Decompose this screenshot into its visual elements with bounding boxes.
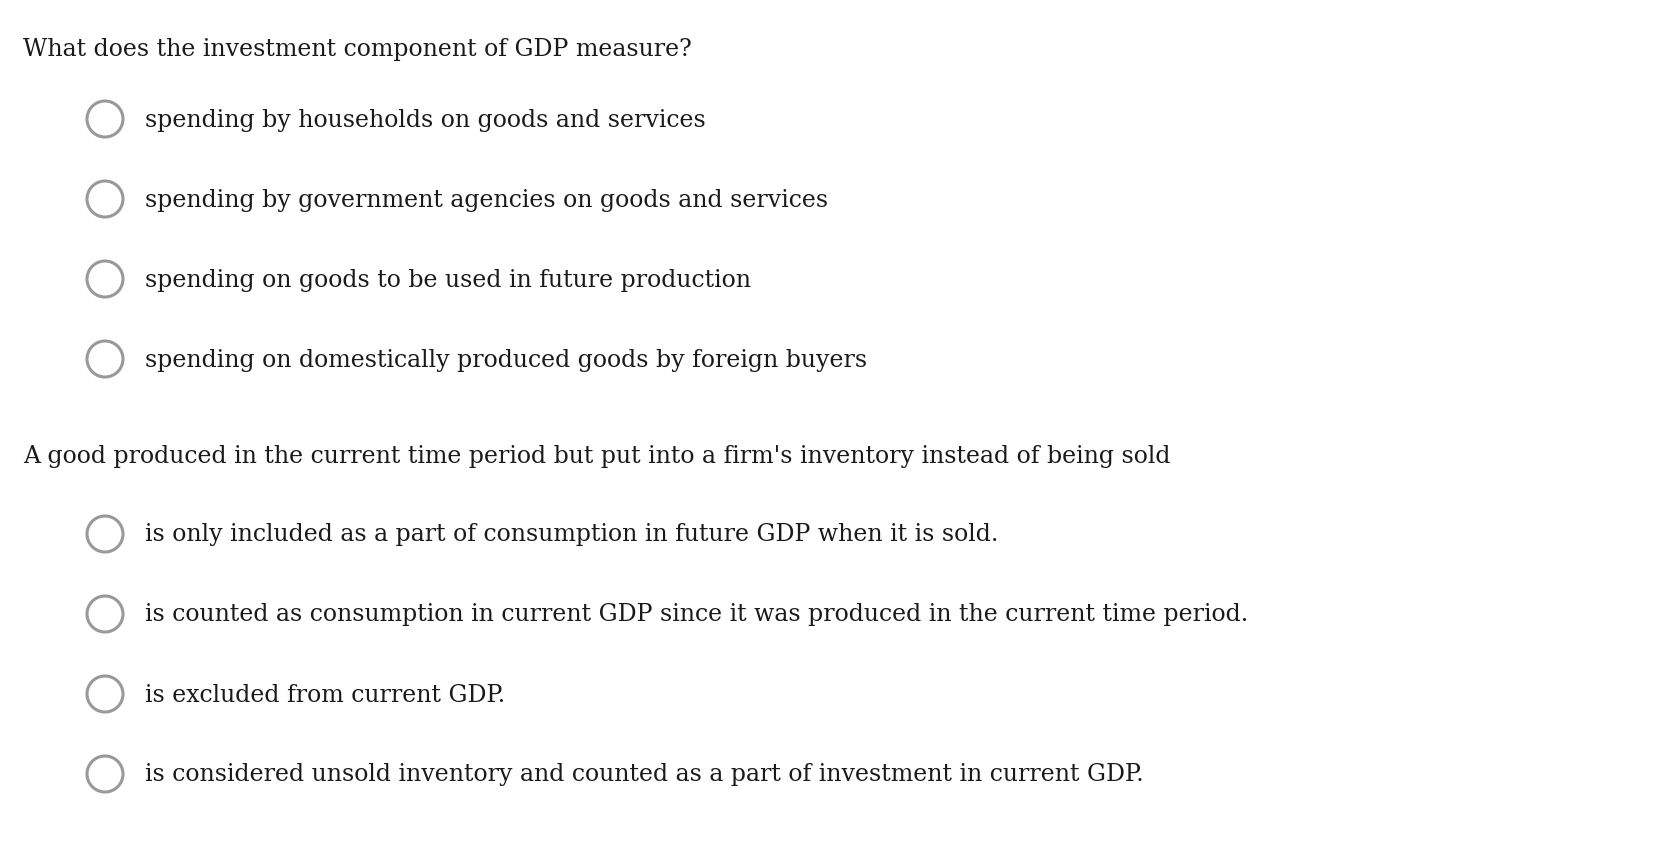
Text: spending by households on goods and services: spending by households on goods and serv… (146, 108, 706, 131)
Text: is considered unsold inventory and counted as a part of investment in current GD: is considered unsold inventory and count… (146, 763, 1143, 786)
Text: spending by government agencies on goods and services: spending by government agencies on goods… (146, 189, 828, 212)
Text: What does the investment component of GDP measure?: What does the investment component of GD… (23, 38, 691, 61)
Text: is excluded from current GDP.: is excluded from current GDP. (146, 682, 505, 705)
Text: spending on domestically produced goods by foreign buyers: spending on domestically produced goods … (146, 348, 867, 371)
Text: is only included as a part of consumption in future GDP when it is sold.: is only included as a part of consumptio… (146, 523, 997, 546)
Text: A good produced in the current time period but put into a firm's inventory inste: A good produced in the current time peri… (23, 444, 1169, 467)
Text: is counted as consumption in current GDP since it was produced in the current ti: is counted as consumption in current GDP… (146, 603, 1248, 626)
Text: spending on goods to be used in future production: spending on goods to be used in future p… (146, 268, 751, 291)
